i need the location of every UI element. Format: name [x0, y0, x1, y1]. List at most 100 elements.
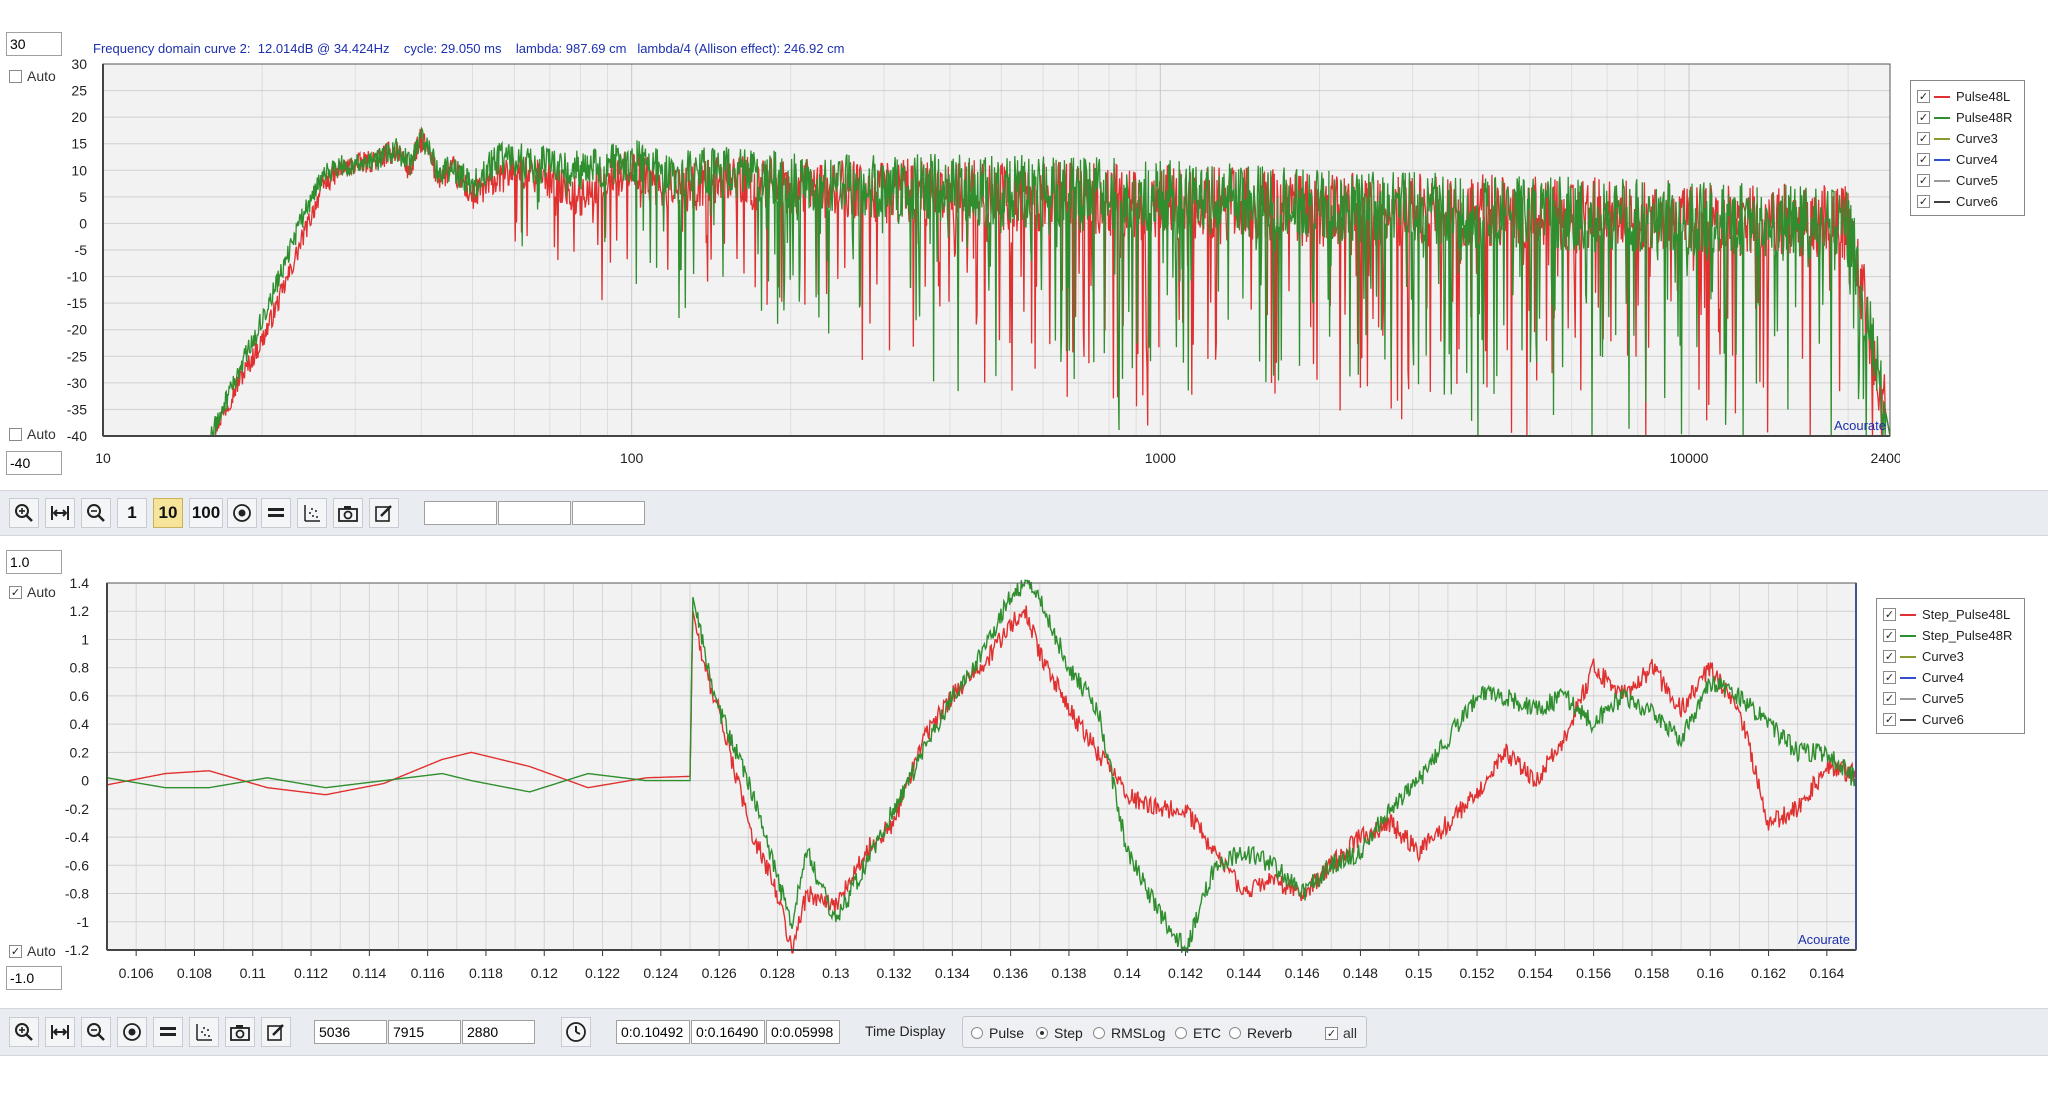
- freq-legend-item[interactable]: ✓ Curve3: [1917, 131, 1998, 146]
- freq-legend-swatch: [1934, 137, 1950, 140]
- all-checkbox-box[interactable]: ✓: [1325, 1026, 1338, 1040]
- step-legend-item[interactable]: ✓ Step_Pulse48L: [1883, 607, 2010, 622]
- step-auto-bottom-label: Auto: [27, 943, 56, 959]
- clock-icon[interactable]: [561, 1017, 591, 1047]
- all-checkbox[interactable]: ✓ all: [1325, 1025, 1357, 1041]
- freq-field-1[interactable]: [424, 501, 497, 525]
- radio-step-dot[interactable]: [1036, 1027, 1048, 1039]
- step-ytick-label: 1: [81, 631, 89, 647]
- step-series-Step_Pulse48R: [106, 579, 1857, 953]
- freq-ymax-input[interactable]: 30: [6, 32, 62, 56]
- radio-step[interactable]: Step: [1036, 1025, 1083, 1041]
- step-xtick-label: 0.128: [760, 965, 795, 981]
- step-ytick-label: -1: [77, 914, 90, 930]
- radio-etc-dot[interactable]: [1175, 1027, 1187, 1039]
- step-legend-checkbox[interactable]: ✓: [1883, 713, 1896, 726]
- freq-legend-checkbox[interactable]: ✓: [1917, 153, 1930, 166]
- step-xtick-label: 0.158: [1634, 965, 1669, 981]
- camera-icon[interactable]: [225, 1017, 255, 1047]
- step-legend-checkbox[interactable]: ✓: [1883, 608, 1896, 621]
- step-legend-checkbox[interactable]: ✓: [1883, 650, 1896, 663]
- step-legend-checkbox[interactable]: ✓: [1883, 671, 1896, 684]
- step-legend-checkbox[interactable]: ✓: [1883, 629, 1896, 642]
- scatter-icon[interactable]: [189, 1017, 219, 1047]
- time-span-field[interactable]: 0:0.05998: [766, 1020, 840, 1044]
- step-auto-bottom-box[interactable]: ✓: [9, 944, 22, 958]
- radio-step-label: Step: [1054, 1025, 1083, 1041]
- freq-legend-checkbox[interactable]: ✓: [1917, 174, 1930, 187]
- step-xtick-label: 0.108: [177, 965, 212, 981]
- freq-legend-item[interactable]: ✓ Curve5: [1917, 173, 1998, 188]
- zoom-out-icon[interactable]: [81, 498, 111, 528]
- freq-auto-bottom-box[interactable]: [9, 427, 22, 441]
- freq-ytick-label: 20: [71, 109, 87, 125]
- step-legend-item[interactable]: ✓ Curve4: [1883, 670, 1964, 685]
- edit-icon[interactable]: [261, 1017, 291, 1047]
- freq-xtick-label: 100: [620, 450, 644, 466]
- step-ymax-input[interactable]: 1.0: [6, 550, 62, 574]
- freq-legend-checkbox[interactable]: ✓: [1917, 111, 1930, 124]
- freq-field-2[interactable]: [498, 501, 571, 525]
- freq-legend-item[interactable]: ✓ Pulse48L: [1917, 89, 2010, 104]
- step-ytick-label: 1.4: [70, 575, 90, 591]
- freq-auto-top-box[interactable]: [9, 69, 22, 83]
- step-legend-item[interactable]: ✓ Curve5: [1883, 691, 1964, 706]
- step-auto-bottom-checkbox[interactable]: ✓ Auto: [9, 943, 56, 959]
- lines-icon[interactable]: [261, 498, 291, 528]
- radio-reverb[interactable]: Reverb: [1229, 1025, 1292, 1041]
- freq-field-3[interactable]: [572, 501, 645, 525]
- fit-width-icon[interactable]: [45, 498, 75, 528]
- time-end-field[interactable]: 0:0.16490: [691, 1020, 765, 1044]
- target-icon[interactable]: [227, 498, 257, 528]
- freq-ytick-label: -30: [67, 375, 87, 391]
- sample-field-1[interactable]: 5036: [314, 1020, 387, 1044]
- sample-field-3[interactable]: 2880: [462, 1020, 535, 1044]
- step-auto-top-checkbox[interactable]: ✓ Auto: [9, 584, 56, 600]
- zoom-in-icon[interactable]: [9, 1017, 39, 1047]
- step-legend-item[interactable]: ✓ Curve3: [1883, 649, 1964, 664]
- target-icon[interactable]: [117, 1017, 147, 1047]
- zoom-in-icon[interactable]: [9, 498, 39, 528]
- step-xtick-label: 0.148: [1343, 965, 1378, 981]
- fit-width-icon[interactable]: [45, 1017, 75, 1047]
- step-legend-item[interactable]: ✓ Step_Pulse48R: [1883, 628, 2012, 643]
- radio-pulse[interactable]: Pulse: [971, 1025, 1024, 1041]
- step-auto-top-box[interactable]: ✓: [9, 585, 22, 599]
- step-legend-swatch: [1900, 655, 1916, 658]
- freq-legend-item[interactable]: ✓ Pulse48R: [1917, 110, 2012, 125]
- time-start-field[interactable]: 0:0.10492: [616, 1020, 690, 1044]
- freq-auto-top-checkbox[interactable]: Auto: [9, 68, 56, 84]
- scale-10-button[interactable]: 10: [153, 498, 183, 528]
- radio-rmslog-dot[interactable]: [1093, 1027, 1105, 1039]
- step-legend-item[interactable]: ✓ Curve6: [1883, 712, 1964, 727]
- freq-legend-item[interactable]: ✓ Curve4: [1917, 152, 1998, 167]
- camera-icon[interactable]: [333, 498, 363, 528]
- radio-rmslog[interactable]: RMSLog: [1093, 1025, 1165, 1041]
- freq-auto-bottom-checkbox[interactable]: Auto: [9, 426, 56, 442]
- freq-legend-checkbox[interactable]: ✓: [1917, 132, 1930, 145]
- radio-pulse-dot[interactable]: [971, 1027, 983, 1039]
- zoom-out-icon[interactable]: [81, 1017, 111, 1047]
- freq-legend-checkbox[interactable]: ✓: [1917, 90, 1930, 103]
- step-xtick-label: 0.106: [119, 965, 154, 981]
- scale-1-button[interactable]: 1: [117, 498, 147, 528]
- step-legend-swatch: [1900, 613, 1916, 616]
- freq-legend-item[interactable]: ✓ Curve6: [1917, 194, 1998, 209]
- step-xtick-label: 0.154: [1518, 965, 1553, 981]
- freq-ymin-input[interactable]: -40: [6, 451, 62, 475]
- step-ytick-label: -0.2: [65, 801, 89, 817]
- radio-reverb-dot[interactable]: [1229, 1027, 1241, 1039]
- lines-icon[interactable]: [153, 1017, 183, 1047]
- freq-chart[interactable]: 30 25 20 15 10 5 0 -5 -10 -15 -20 -25 -30 -35 -40 10 100…: [0, 55, 1900, 485]
- step-ymin-input[interactable]: -1.0: [6, 966, 62, 990]
- scatter-icon[interactable]: [297, 498, 327, 528]
- step-legend-swatch: [1900, 634, 1916, 637]
- edit-icon[interactable]: [369, 498, 399, 528]
- radio-etc[interactable]: ETC: [1175, 1025, 1221, 1041]
- step-chart[interactable]: 1.4 1.2 1 0.8 0.6 0.4 0.2 0 -0.2 -0.4 -0.6 -0.8 -1 -1…: [0, 570, 1900, 1000]
- step-legend-checkbox[interactable]: ✓: [1883, 692, 1896, 705]
- scale-100-button[interactable]: 100: [189, 498, 223, 528]
- sample-field-2[interactable]: 7915: [388, 1020, 461, 1044]
- freq-legend-checkbox[interactable]: ✓: [1917, 195, 1930, 208]
- step-xtick-label: 0.14: [1114, 965, 1141, 981]
